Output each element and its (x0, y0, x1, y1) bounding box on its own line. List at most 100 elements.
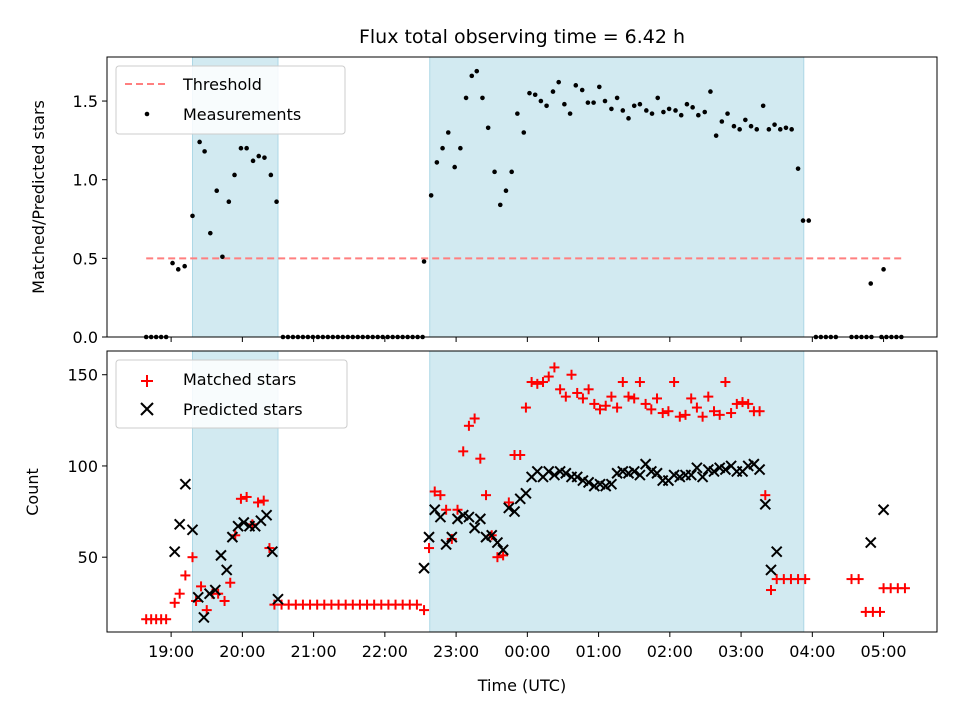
x-stroke-b (770, 546, 783, 558)
measurement-point (197, 139, 202, 145)
measurement-point (637, 101, 643, 107)
x-tick-label: 02:00 (647, 642, 693, 661)
y-tick-label: 100 (67, 457, 98, 476)
predicted-star-point (474, 513, 487, 525)
matched-star-point (549, 362, 560, 373)
predicted-star-point (759, 498, 772, 510)
shaded-interval-1 (429, 56, 805, 338)
x-stroke-b (708, 465, 720, 478)
bottom-legend: Matched stars Predicted stars (115, 359, 348, 429)
x-stroke-b (753, 463, 766, 476)
y-tick-label: 50 (78, 548, 98, 567)
measurement-point (232, 172, 237, 178)
measurement-point (550, 89, 556, 94)
matched-star-point (623, 391, 634, 402)
matched-star-point (853, 574, 864, 585)
measurement-point (485, 125, 491, 131)
measurement-point (868, 281, 874, 286)
predicted-star-point (708, 465, 720, 478)
predicted-star-point (220, 564, 233, 576)
matched-star-point (253, 497, 264, 508)
predicted-star-point (628, 465, 640, 478)
x-tick-label: 04:00 (789, 642, 835, 661)
measurement-point (766, 127, 772, 132)
measurement-point (521, 130, 527, 135)
x-stroke-b (508, 505, 521, 518)
x-stroke-b (179, 478, 192, 490)
matched-star-point (169, 597, 180, 608)
matched-star-point (709, 406, 720, 417)
measurement-point (609, 106, 614, 112)
predicted-star-point (877, 504, 890, 516)
predicted-star-point (691, 462, 703, 474)
matched-star-point (800, 574, 811, 585)
matched-star-point (714, 409, 725, 420)
measurement-point (250, 158, 256, 164)
x-stroke-b (497, 544, 509, 556)
matched-star-point (515, 450, 526, 461)
predicted-star-point (651, 467, 663, 479)
matched-star-point (754, 406, 765, 417)
measurement-point (469, 73, 475, 79)
measurement-point (567, 111, 573, 116)
x-tick-label: 22:00 (362, 642, 408, 661)
x-stroke-b (491, 536, 504, 549)
x-stroke-b (685, 469, 697, 481)
matched-star-point (458, 446, 469, 457)
measurement-point (754, 127, 760, 132)
measurement-point (262, 155, 267, 160)
matched-star-point (875, 606, 886, 617)
matched-star-point (560, 391, 571, 402)
matched-star-point (225, 577, 236, 588)
x-stroke-b (226, 531, 239, 543)
x-stroke-b (260, 509, 273, 521)
x-stroke-b (463, 511, 475, 523)
predicted-star-point (272, 593, 284, 605)
measurement-point (202, 149, 207, 154)
measurement-point (777, 127, 783, 132)
bottom-y-ticks: 50 100 150 (67, 366, 107, 567)
x-stroke-b (173, 518, 186, 531)
measurement-point (452, 164, 457, 170)
matched-star-point (589, 398, 600, 409)
matched-star-point (219, 595, 230, 606)
predicted-star-point (226, 531, 239, 543)
x-stroke-b (440, 538, 452, 551)
y-tick-label: 1.5 (73, 92, 98, 111)
measurement-point (597, 84, 602, 90)
matched-star-point (532, 378, 543, 389)
matched-star-point (235, 493, 246, 504)
x-stroke-b (691, 462, 703, 474)
predicted-star-point (186, 524, 199, 536)
measurement-point (497, 202, 503, 208)
shaded-interval-1 (429, 350, 805, 633)
legend-predicted-swatch (140, 402, 154, 416)
matched-star-point (538, 377, 549, 388)
predicted-star-point (203, 587, 216, 600)
measurement-point (515, 111, 520, 116)
x-stroke-b (238, 516, 250, 529)
measurement-point (631, 103, 637, 109)
x-stroke-b (605, 478, 618, 490)
measurement-point (527, 90, 532, 96)
bottom-legend-box (115, 359, 348, 429)
matched-star-point (595, 404, 606, 415)
matched-star-point (634, 377, 645, 388)
matched-star-point (640, 398, 651, 409)
legend-threshold-label: Threshold (182, 75, 262, 94)
count-panel: 50 100 150 19:00 20:00 21:00 22:00 23:00 00:00 0… (23, 350, 938, 695)
matched-star-point (686, 393, 697, 404)
predicted-star-point (446, 531, 458, 543)
x-stroke-b (272, 593, 284, 605)
predicted-star-point (639, 458, 652, 470)
predicted-star-point (468, 522, 481, 534)
x-stroke-b (451, 513, 464, 525)
matched-star-point (629, 393, 640, 404)
predicted-star-point (198, 611, 210, 624)
measurement-point (731, 123, 737, 129)
predicted-star-point (508, 505, 521, 518)
x-tick-label: 23:00 (433, 642, 479, 661)
x-stroke-b (215, 549, 227, 562)
measurement-point (772, 122, 777, 127)
predicted-star-point (451, 513, 464, 525)
